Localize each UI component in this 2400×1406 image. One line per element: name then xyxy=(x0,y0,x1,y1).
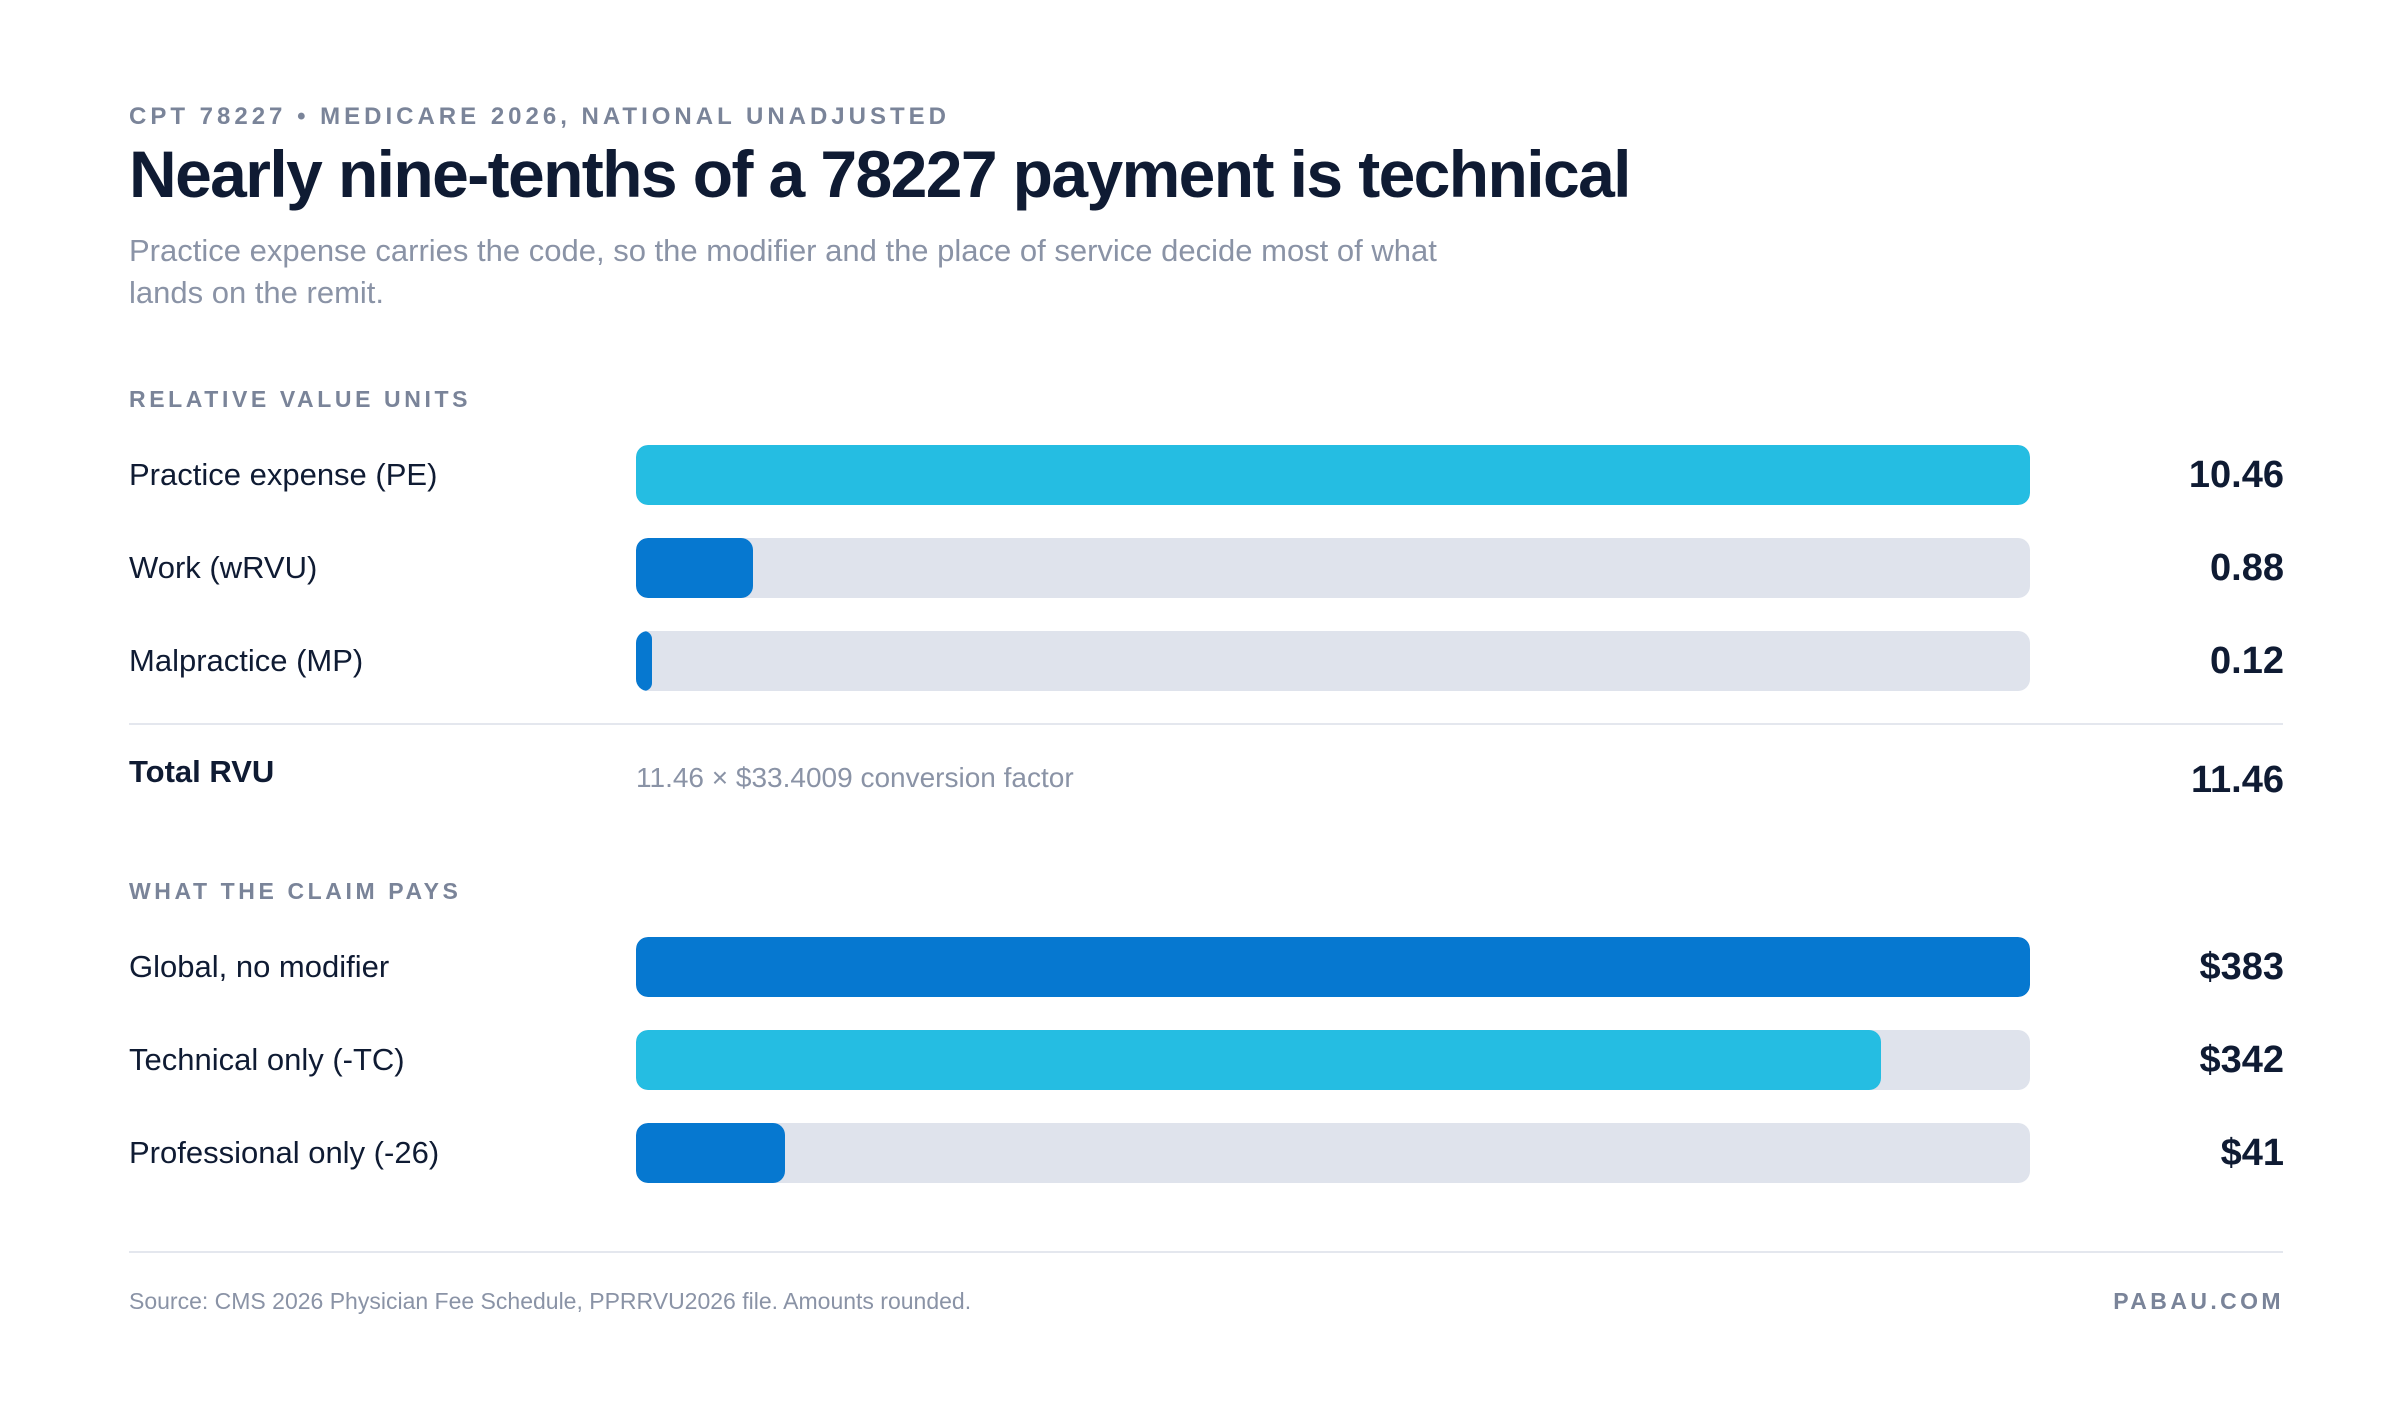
eyebrow: CPT 78227 • MEDICARE 2026, NATIONAL UNAD… xyxy=(129,103,950,130)
bar-track-technical xyxy=(636,1030,2030,1090)
bar-label-work: Work (wRVU) xyxy=(129,550,318,585)
bar-track-mp xyxy=(636,631,2030,691)
bar-label-pe: Practice expense (PE) xyxy=(129,457,438,492)
chart-subtitle: Practice expense carries the code, so th… xyxy=(129,233,1437,310)
bar-track-work xyxy=(636,538,2030,598)
bar-professional xyxy=(636,1123,786,1183)
bar-label-mp: Malpractice (MP) xyxy=(129,643,364,678)
bar-track-professional xyxy=(636,1123,2030,1183)
bar-global xyxy=(636,937,2030,997)
bar-mp xyxy=(636,631,652,691)
total-note: 11.46 × $33.4009 conversion factor xyxy=(636,762,1074,793)
total-label: Total RVU xyxy=(129,754,275,789)
section-label-rvu: RELATIVE VALUE UNITS xyxy=(129,386,472,412)
bar-value-work: 0.88 xyxy=(2210,547,2284,589)
bar-label-global: Global, no modifier xyxy=(129,949,390,984)
total-value: 11.46 xyxy=(2191,759,2284,801)
bar-value-professional: $41 xyxy=(2220,1132,2284,1174)
bar-label-technical: Technical only (-TC) xyxy=(129,1042,405,1077)
divider xyxy=(129,723,2283,725)
bar-technical xyxy=(636,1030,1881,1090)
section-label-claim: WHAT THE CLAIM PAYS xyxy=(129,878,462,904)
bar-track-global xyxy=(636,937,2030,997)
bar-value-global: $383 xyxy=(2199,946,2284,988)
bar-value-pe: 10.46 xyxy=(2188,454,2284,496)
bar-value-technical: $342 xyxy=(2199,1039,2284,1081)
source-note: Source: CMS 2026 Physician Fee Schedule,… xyxy=(129,1288,972,1314)
bar-track-pe xyxy=(636,445,2030,505)
chart-title: Nearly nine-tenths of a 78227 payment is… xyxy=(129,137,1632,211)
bar-value-mp: 0.12 xyxy=(2210,640,2284,682)
bar-work xyxy=(636,538,754,598)
bar-label-professional: Professional only (-26) xyxy=(129,1135,440,1170)
brand-mark: PABAU.COM xyxy=(2113,1288,2284,1314)
footer-divider xyxy=(129,1251,2283,1253)
bar-pe xyxy=(636,445,2030,505)
